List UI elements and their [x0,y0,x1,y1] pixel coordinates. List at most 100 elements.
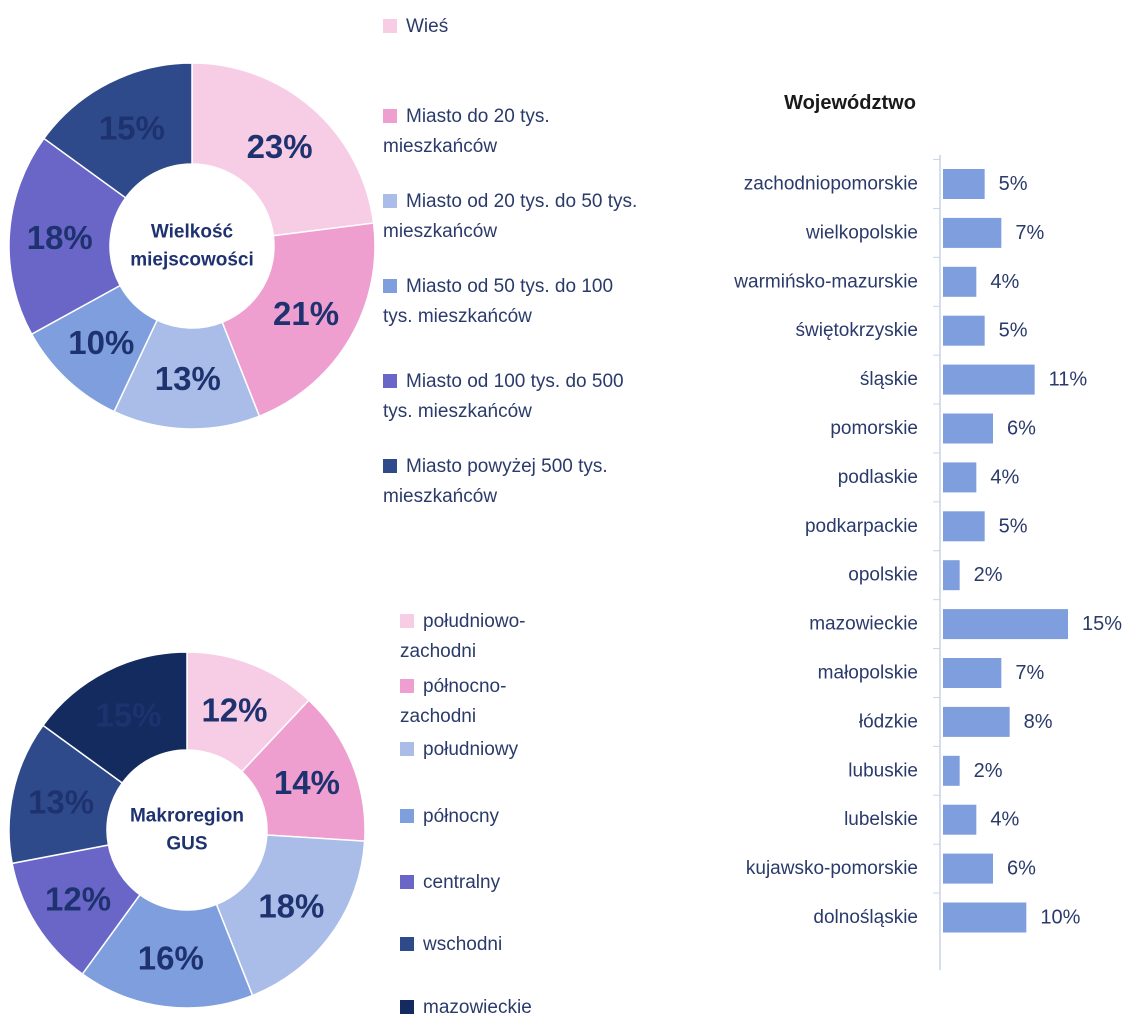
bar [943,658,1002,688]
legend-label: Miasto od 50 tys. do 100 tys. mieszkańcó… [383,276,614,327]
data-label: 5% [999,173,1028,195]
data-label: 5% [999,515,1028,537]
data-label: 2% [974,760,1003,782]
legend-entry: południowo-zachodni [400,607,560,667]
bar [943,804,977,835]
donut-segment [215,834,366,997]
data-label: 15% [95,697,161,734]
data-label: 10% [1040,907,1080,929]
legend-entry: Miasto do 20 tys. mieszkańców [383,102,638,162]
legend-label: centralny [423,872,501,893]
legend-swatch [383,19,397,33]
category-label: opolskie [848,565,918,586]
bar [943,902,1027,933]
data-label: 11% [1049,369,1088,391]
legend-label: Miasto od 20 tys. do 50 tys. mieszkańców [383,191,638,242]
legend-swatch [400,679,414,693]
category-label: pomorskie [830,418,918,439]
legend-label: północny [423,806,500,827]
center-label: Makroregion [130,806,244,827]
data-label: 15% [1082,613,1122,635]
legend-label: wschodni [423,934,503,955]
center-label: GUS [166,834,207,855]
data-label: 6% [1007,418,1036,440]
data-label: 10% [68,324,134,361]
category-label: zachodniopomorskie [744,174,918,195]
category-label: łódzkie [859,711,918,732]
legend-label: Wieś [406,16,449,37]
data-label: 18% [258,887,324,924]
category-label: lubuskie [848,760,918,781]
legend-entry: wschodni [400,930,560,960]
legend-label: południowy [423,739,519,760]
data-label: 8% [1024,711,1053,733]
category-label: warmińsko-mazurskie [733,271,918,292]
legend-swatch [383,109,397,123]
legend-swatch [400,875,414,889]
donut-segment [8,724,124,865]
legend-swatch [400,742,414,756]
data-label: 23% [247,128,313,165]
data-label: 7% [1015,222,1044,244]
bar [943,755,960,786]
bar [943,462,977,493]
data-label: 6% [1007,858,1036,880]
donut-segment [8,137,127,336]
legend-swatch [400,614,414,628]
data-label: 2% [974,564,1003,586]
legend-entry: mazowieckie [400,993,560,1020]
bar [943,413,993,444]
legend-label: Miasto powyżej 500 tys. mieszkańców [383,456,608,507]
bar [943,169,985,199]
legend-label: Miasto od 100 tys. do 500 tys. mieszkańc… [383,371,624,422]
legend-entry: Miasto od 20 tys. do 50 tys. mieszkańców [383,187,638,247]
bar [943,266,977,297]
data-label: 5% [999,320,1028,342]
donut-segment [81,893,254,1009]
bar [943,511,985,542]
data-label: 15% [99,109,165,146]
data-label: 13% [155,360,221,397]
category-label: małopolskie [818,663,918,684]
data-label: 7% [1015,662,1044,684]
category-label: śląskie [860,369,918,390]
legend-entry: północno-zachodni [400,672,560,732]
data-label: 4% [990,809,1019,831]
bar [943,560,960,591]
legend-label: mazowieckie [423,997,532,1018]
donut-segment [221,222,376,418]
category-label: lubelskie [844,809,918,830]
legend-swatch [400,937,414,951]
category-label: świętokrzyskie [796,320,918,341]
donut-segment [41,651,188,785]
legend-entry: południowy [400,735,560,765]
donut-segment [113,319,261,430]
data-label: 12% [45,881,111,918]
category-label: podkarpackie [805,516,918,537]
legend-swatch [400,1000,414,1014]
legend-entry: centralny [400,868,560,898]
legend-swatch [383,374,397,388]
data-label: 16% [138,939,204,976]
data-label: 4% [990,271,1019,293]
legend-swatch [400,809,414,823]
donut-segment [42,62,193,199]
donut-segment [240,699,366,842]
bar [943,609,1068,640]
data-label: 12% [201,692,267,729]
legend-entry: Wieś [383,12,638,42]
bar [943,853,993,884]
category-label: dolnośląskie [813,907,918,928]
center-label: miejscowości [130,250,254,271]
category-label: kujawsko-pomorskie [746,858,918,879]
data-label: 18% [27,219,93,256]
category-label: podlaskie [838,467,918,488]
legend-entry: Miasto od 50 tys. do 100 tys. mieszkańcó… [383,272,638,332]
legend-swatch [383,194,397,208]
data-label: 4% [990,466,1019,488]
category-label: wielkopolskie [805,222,918,243]
data-label: 14% [274,764,340,801]
data-label: 21% [273,295,339,332]
